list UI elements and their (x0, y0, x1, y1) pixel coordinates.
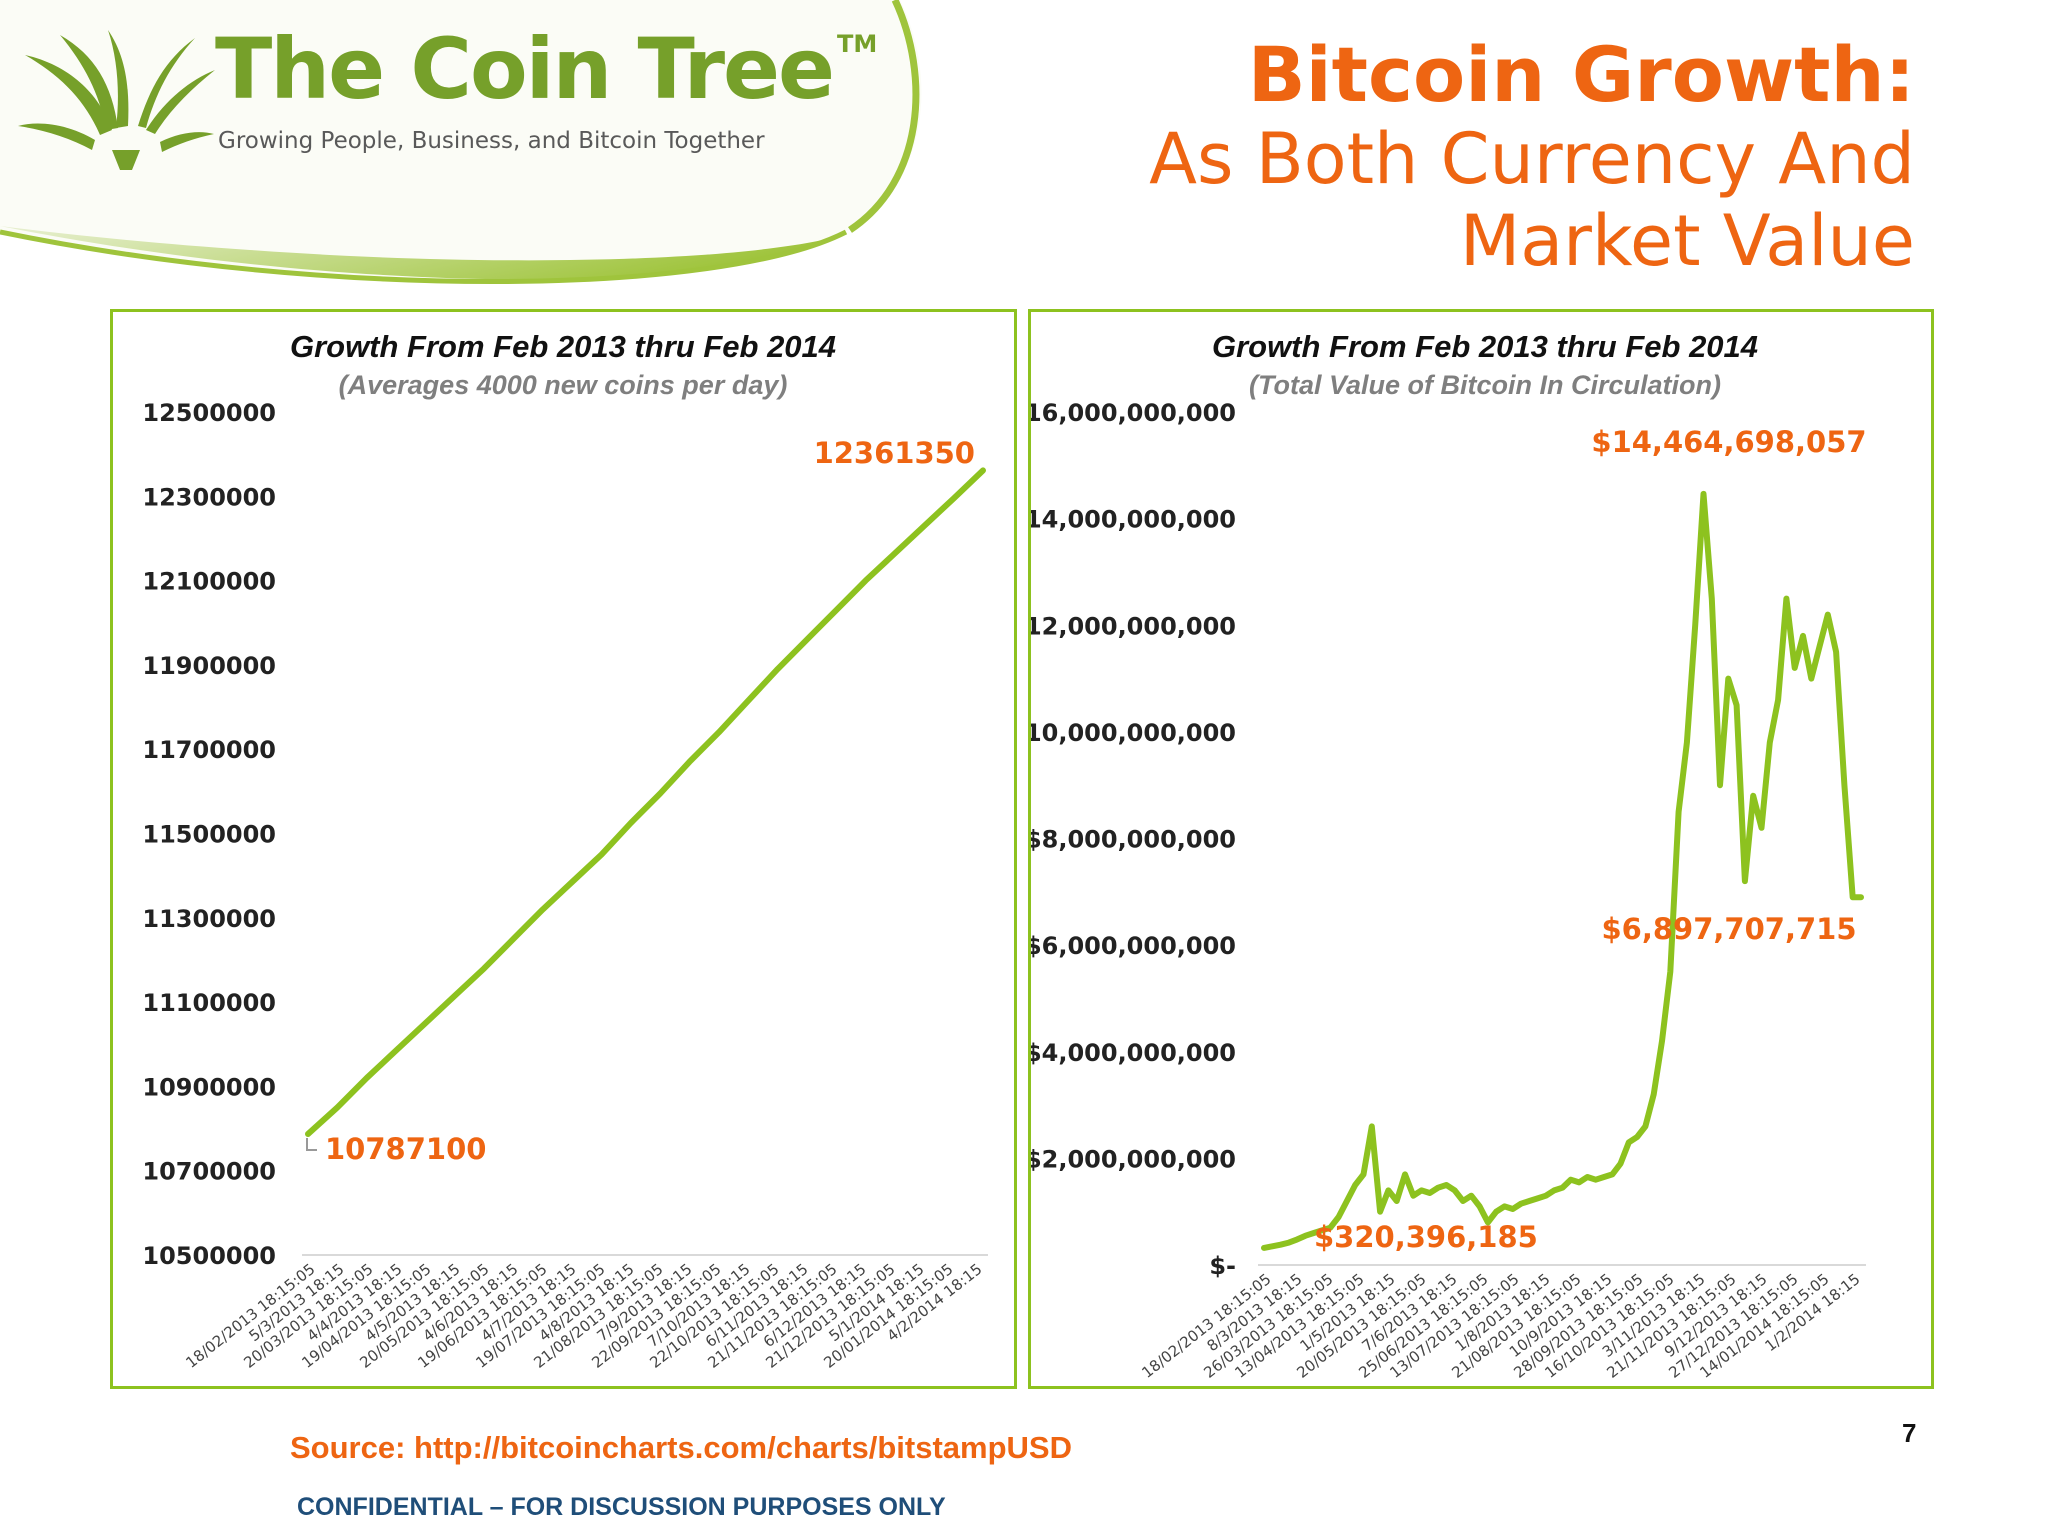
y-tick-label: 12500000 (142, 399, 276, 427)
brand-name: The Coin Tree TM (215, 20, 878, 118)
y-tick-label: $4,000,000,000 (1031, 1039, 1236, 1067)
source-note: Source: http://bitcoincharts.com/charts/… (290, 1430, 1072, 1465)
slide-subtitle: As Both Currency And Market Value (1149, 118, 1915, 282)
chart-subtitle: (Total Value of Bitcoin In Circulation) (1249, 370, 1721, 400)
market-value-chart: Growth From Feb 2013 thru Feb 2014 (Total… (1031, 329, 1867, 1382)
y-tick-label: 11500000 (142, 821, 276, 849)
market-value-chart-frame: Growth From Feb 2013 thru Feb 2014 (Total… (1028, 309, 1934, 1389)
label-leader-line (306, 1138, 317, 1151)
page-number: 7 (1902, 1418, 1917, 1448)
y-tick-label: 12100000 (142, 568, 276, 596)
y-tick-label: $- (1209, 1252, 1236, 1280)
data-label: $320,396,185 (1314, 1220, 1538, 1254)
y-tick-label: 10500000 (142, 1242, 276, 1270)
series-line (1261, 490, 1864, 1251)
y-tick-label: $10,000,000,000 (1031, 719, 1236, 747)
y-tick-label: $8,000,000,000 (1031, 826, 1236, 854)
series-line (305, 467, 986, 1137)
coin-supply-chart: Growth From Feb 2013 thru Feb 2014 (Avera… (142, 329, 988, 1372)
y-tick-label: 11300000 (142, 905, 276, 933)
data-label: $6,897,707,715 (1601, 912, 1856, 946)
y-tick-label: $2,000,000,000 (1031, 1145, 1236, 1173)
header-swoosh (0, 0, 922, 284)
y-tick-label: 11900000 (142, 652, 276, 680)
coin-supply-chart-frame: Growth From Feb 2013 thru Feb 2014 (Avera… (110, 309, 1017, 1389)
data-label: 10787100 (325, 1132, 486, 1166)
y-tick-label: $12,000,000,000 (1031, 612, 1236, 640)
y-tick-label: 10900000 (142, 1073, 276, 1101)
y-tick-label: $6,000,000,000 (1031, 932, 1236, 960)
y-tick-label: $14,000,000,000 (1031, 506, 1236, 534)
y-tick-label: 11700000 (142, 736, 276, 764)
y-tick-label: 10700000 (142, 1158, 276, 1186)
y-tick-label: $16,000,000,000 (1031, 399, 1236, 427)
trademark-symbol: TM (836, 30, 878, 58)
brand-tagline: Growing People, Business, and Bitcoin To… (218, 128, 765, 154)
data-label: 12361350 (814, 436, 975, 470)
confidential-footer: CONFIDENTIAL – FOR DISCUSSION PURPOSES O… (297, 1493, 946, 1521)
chart-title: Growth From Feb 2013 thru Feb 2014 (290, 329, 836, 364)
tree-logo-icon (18, 30, 215, 170)
chart-title: Growth From Feb 2013 thru Feb 2014 (1212, 329, 1758, 364)
chart-subtitle: (Averages 4000 new coins per day) (339, 370, 788, 400)
y-tick-label: 11100000 (142, 989, 276, 1017)
data-label: $14,464,698,057 (1591, 425, 1866, 459)
slide-title: Bitcoin Growth: (1247, 30, 1915, 119)
y-tick-label: 12300000 (142, 483, 276, 511)
